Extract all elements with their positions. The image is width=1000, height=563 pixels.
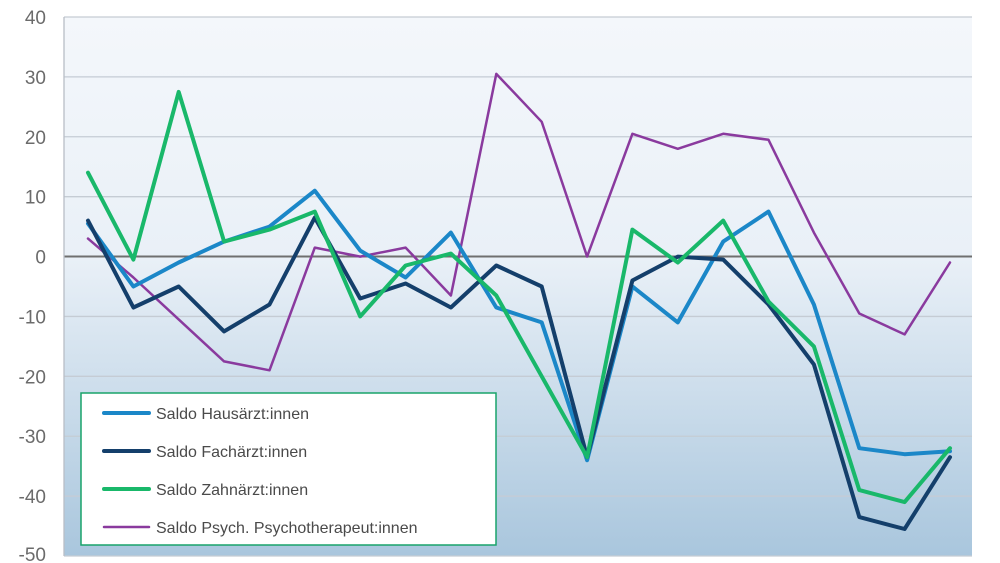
y-tick-label: 0: [35, 248, 46, 269]
y-tick-label: -50: [19, 545, 46, 563]
legend-label: Saldo Fachärzt:innen: [156, 444, 307, 461]
legend-label: Saldo Hausärzt:innen: [156, 406, 309, 423]
y-tick-label: -10: [19, 307, 46, 328]
y-axis-tick-labels: 40 30 20 10 0 -10 -20 -30 -40 -50: [19, 8, 46, 563]
y-tick-label: -40: [19, 487, 46, 508]
series-line-3: [86, 89, 952, 505]
legend-label: Saldo Psych. Psychotherapeut:innen: [156, 520, 418, 537]
y-tick-label: 10: [25, 188, 46, 209]
y-tick-label: -30: [19, 427, 46, 448]
legend-label: Saldo Zahnärzt:innen: [156, 482, 308, 499]
y-tick-label: 20: [25, 128, 46, 149]
y-tick-label: 30: [25, 68, 46, 89]
series-line-4: [86, 72, 952, 372]
y-tick-label: -20: [19, 367, 46, 388]
series-line-2: [86, 215, 952, 531]
y-tick-label: 40: [25, 8, 46, 29]
series-lines: [86, 72, 952, 531]
legend: Saldo Hausärzt:innen Saldo Fachärzt:innen…: [80, 392, 497, 546]
legend-box: [80, 392, 497, 546]
